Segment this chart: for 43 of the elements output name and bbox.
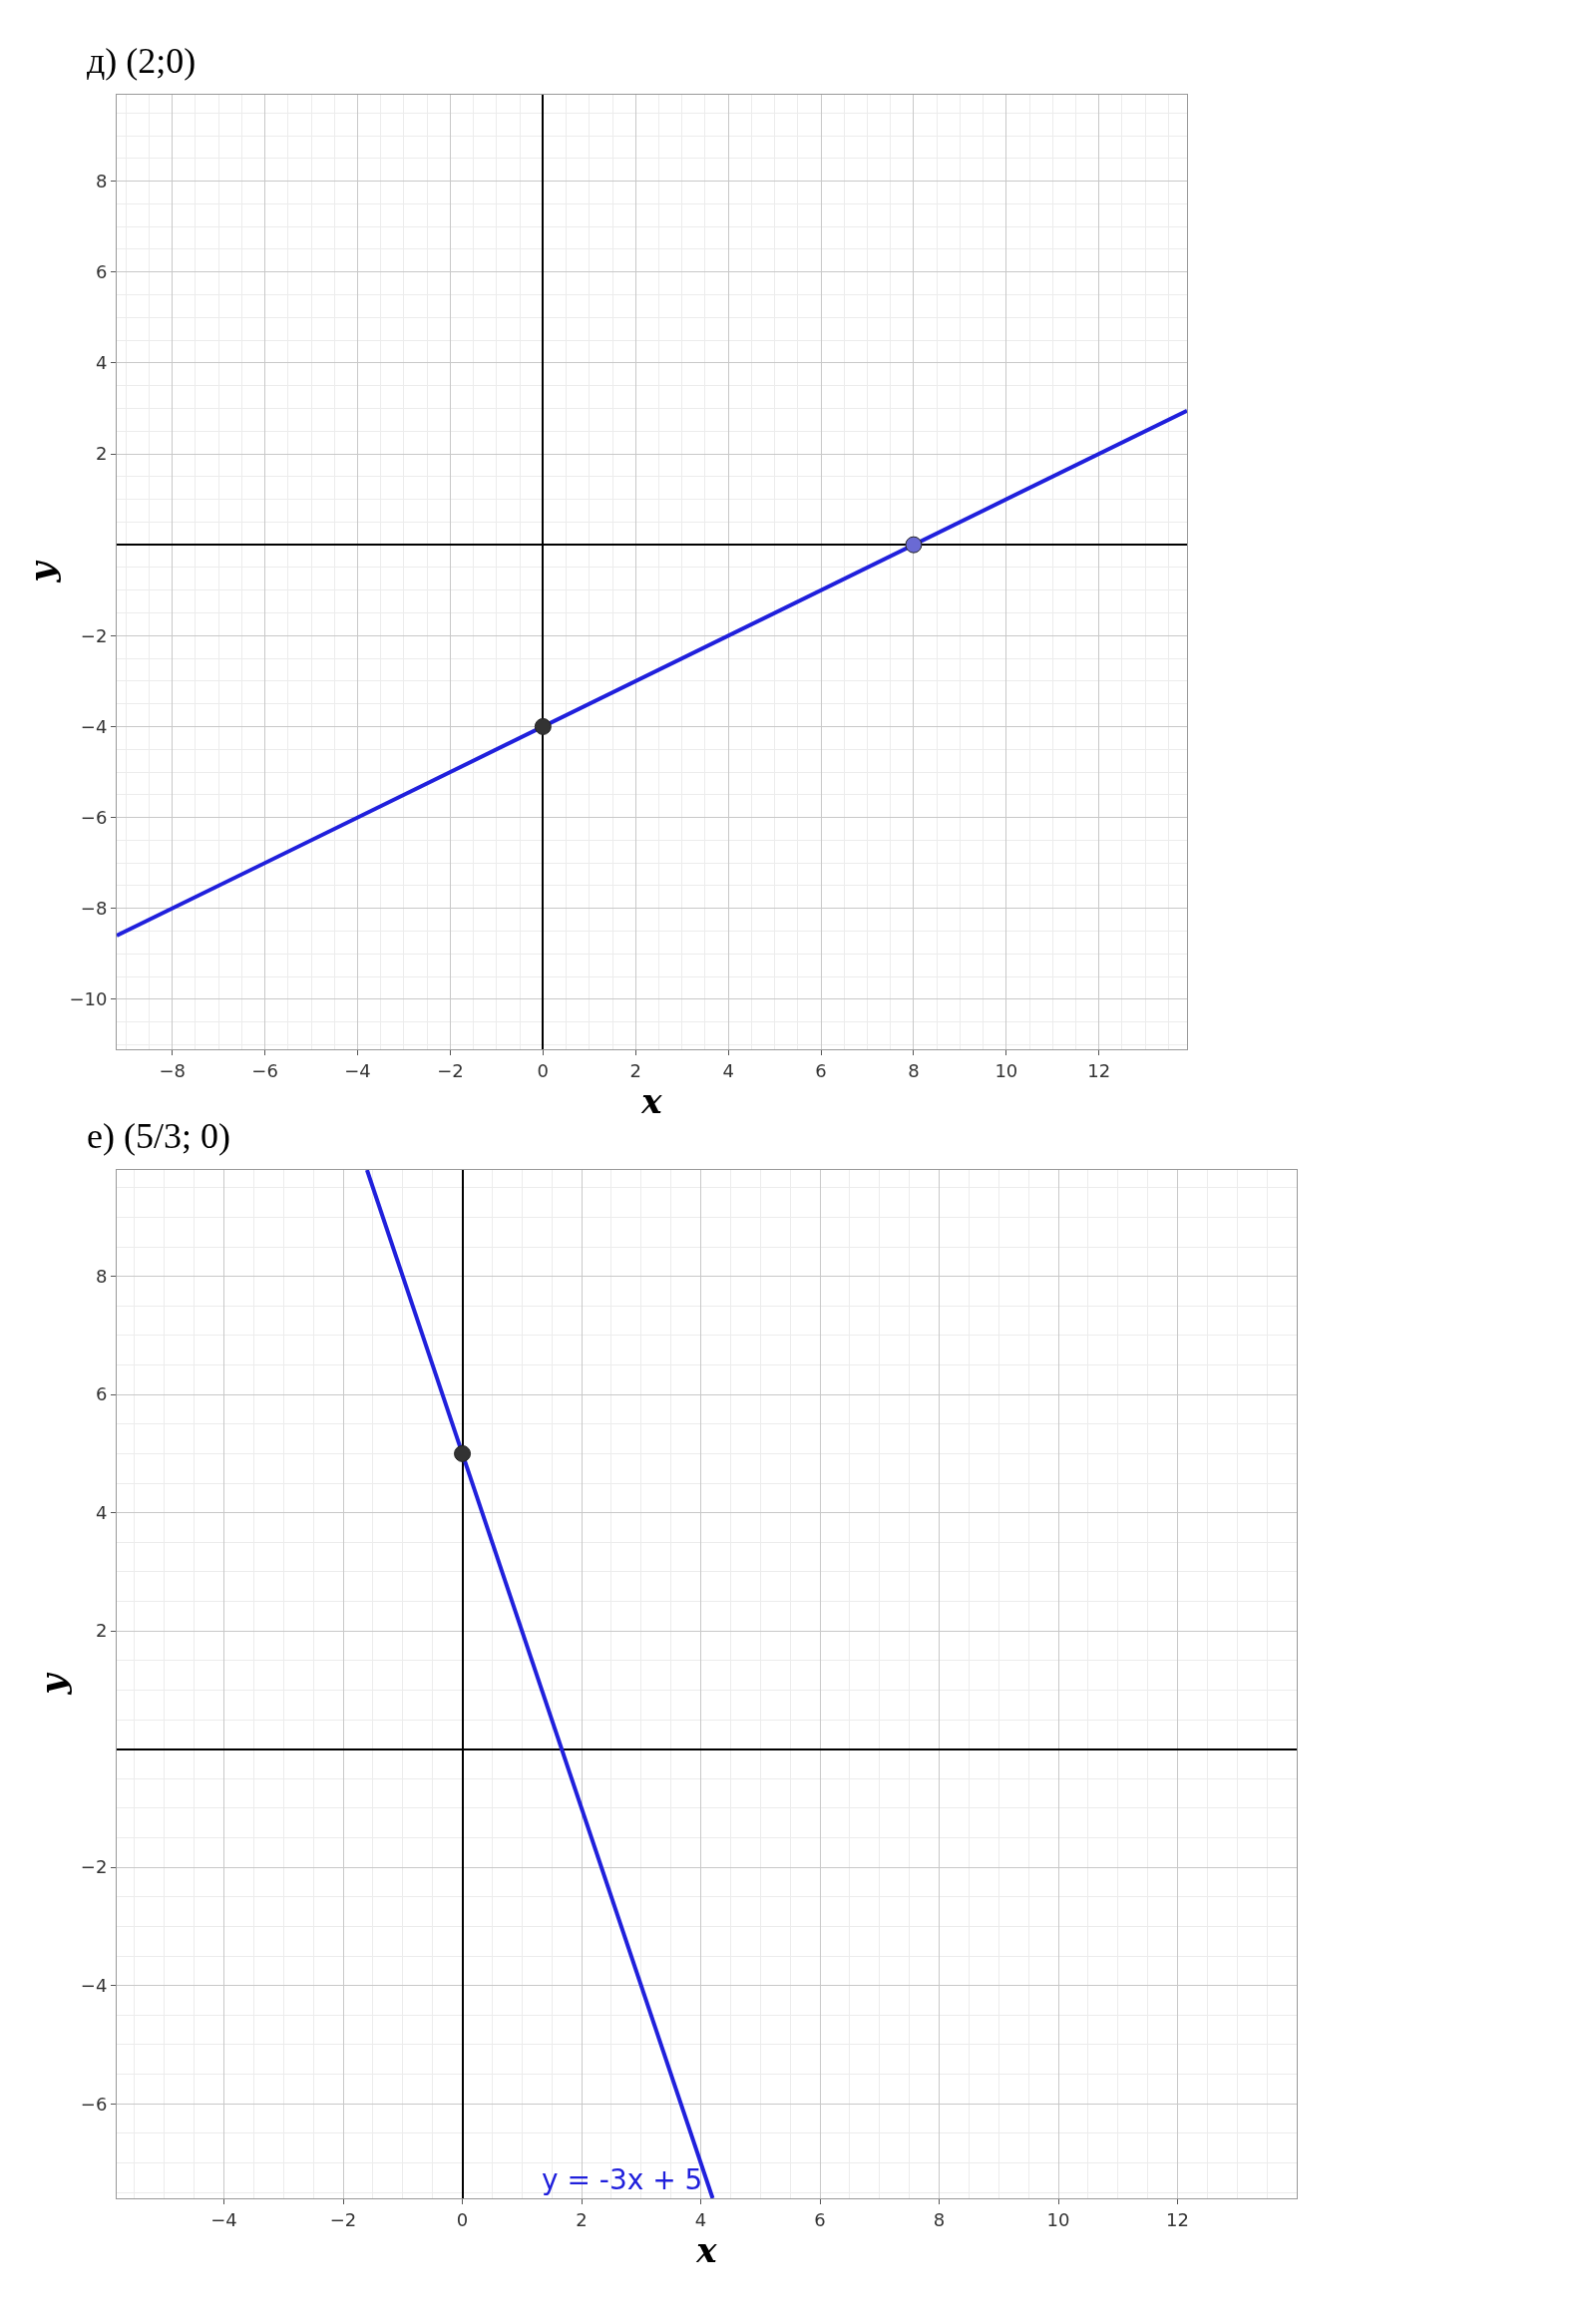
- y-tick-label: 4: [95, 352, 108, 374]
- x-tick-label: −4: [344, 1059, 371, 1081]
- x-tick-label: 8: [908, 1059, 920, 1081]
- series-label: y = -3x + 5: [542, 2163, 703, 2196]
- y-tick-label: −10: [69, 988, 108, 1010]
- y-axis-title: y: [22, 560, 62, 583]
- x-tick-label: 2: [576, 2208, 588, 2230]
- x-tick-label: 0: [456, 2208, 469, 2230]
- y-tick-label: 6: [95, 261, 108, 283]
- x-tick-label: −2: [329, 2208, 357, 2230]
- y-tick-label: 2: [95, 1620, 108, 1642]
- y-tick-label: −2: [80, 624, 108, 646]
- y-tick-label: −6: [80, 806, 108, 828]
- x-tick-label: 10: [994, 1059, 1018, 1081]
- chart-title: д) (2;0): [87, 41, 197, 81]
- x-tick-label: 12: [1087, 1059, 1111, 1081]
- y-tick-label: −4: [80, 1974, 108, 1996]
- x-tick-label: −6: [251, 1059, 278, 1081]
- x-tick-label: 0: [537, 1059, 550, 1081]
- y-tick-label: 8: [95, 170, 108, 192]
- x-tick-label: 4: [722, 1059, 734, 1081]
- x-tick-label: −4: [210, 2208, 237, 2230]
- x-tick-label: 10: [1046, 2208, 1070, 2230]
- y-tick-label: 2: [95, 443, 108, 465]
- x-tick-label: 6: [815, 1059, 827, 1081]
- x-tick-label: 6: [814, 2208, 826, 2230]
- x-tick-label: 8: [933, 2208, 946, 2230]
- x-axis-title: x: [640, 1080, 663, 1121]
- y-tick-label: −6: [80, 2093, 108, 2115]
- y-axis-title: y: [33, 1672, 74, 1696]
- x-tick-label: −8: [159, 1059, 187, 1081]
- x-tick-label: 4: [694, 2208, 707, 2230]
- y-tick-label: −2: [80, 1856, 108, 1878]
- x-tick-label: 12: [1166, 2208, 1189, 2230]
- chart-title: е) (5/3; 0): [87, 1116, 230, 1156]
- y-tick-label: 8: [95, 1265, 108, 1287]
- y-tick-label: 6: [95, 1383, 108, 1405]
- x-tick-label: −2: [437, 1059, 464, 1081]
- y-tick-label: −8: [80, 898, 108, 920]
- y-tick-label: −4: [80, 715, 108, 737]
- x-tick-label: 2: [629, 1059, 641, 1081]
- y-tick-label: 4: [95, 1501, 108, 1523]
- x-axis-title: x: [695, 2229, 718, 2270]
